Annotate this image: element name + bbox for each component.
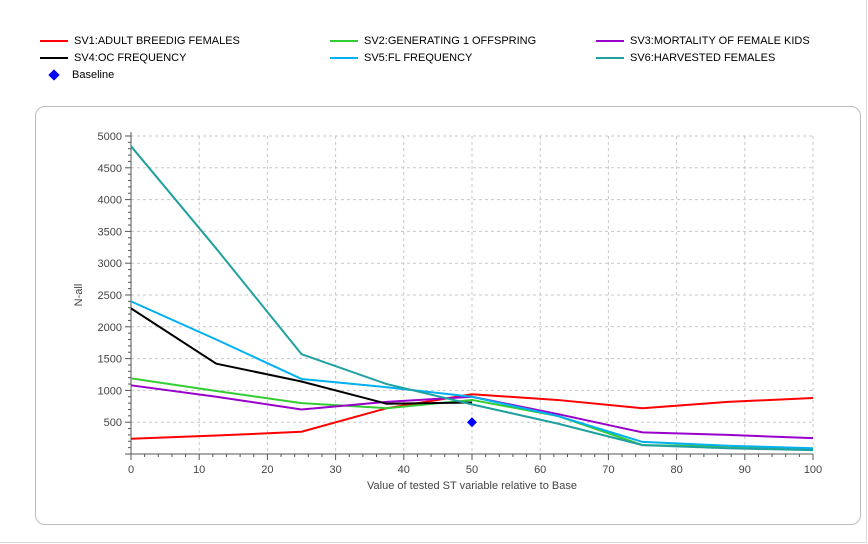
- x-tick-label: 100: [804, 464, 822, 476]
- legend-swatch-sv1: [40, 40, 68, 42]
- y-tick-label: 4000: [98, 195, 122, 207]
- legend-label-sv2: SV2:GENERATING 1 OFFSPRING: [364, 35, 537, 47]
- x-tick-label: 60: [534, 464, 546, 476]
- series-line-sv5: [130, 300, 814, 450]
- legend-swatch-sv2: [330, 40, 358, 42]
- legend-item-sv2: SV2:GENERATING 1 OFFSPRING: [330, 34, 536, 48]
- legend-swatch-sv4: [40, 57, 68, 59]
- legend-label-baseline: Baseline: [72, 69, 115, 81]
- series-line-sv6: [130, 145, 814, 452]
- baseline-diamond-icon: [48, 69, 60, 81]
- legend-item-sv3: SV3:MORTALITY OF FEMALE KIDS: [596, 34, 810, 48]
- x-tick-label: 30: [329, 464, 341, 476]
- chart-panel: 500 1000 1500 2000 2500 3000 3500 4000 4500 5000 0…: [35, 106, 861, 525]
- y-axis-title: N-all: [73, 284, 85, 307]
- y-tick-label: 5000: [98, 131, 122, 143]
- legend-label-sv4: SV4:OC FREQUENCY: [74, 52, 187, 64]
- baseline-point: [467, 417, 477, 428]
- x-tick-label: 70: [602, 464, 614, 476]
- chart-legend: SV1:ADULT BREEDIG FEMALES SV2:GENERATING…: [40, 34, 860, 90]
- y-tick-label: 2500: [98, 290, 122, 302]
- y-tick-label: 500: [104, 417, 122, 429]
- legend-swatch-sv3: [596, 40, 624, 42]
- x-tick-label: 80: [670, 464, 682, 476]
- legend-item-sv4: SV4:OC FREQUENCY: [40, 51, 186, 65]
- series-line-sv2: [130, 377, 814, 450]
- y-tick-label: 3500: [98, 226, 122, 238]
- x-tick-label: 20: [261, 464, 273, 476]
- legend-item-sv1: SV1:ADULT BREEDIG FEMALES: [40, 34, 240, 48]
- y-tick-label: 1000: [98, 385, 122, 397]
- legend-item-baseline: Baseline: [40, 68, 114, 82]
- x-tick-label: 10: [193, 464, 205, 476]
- legend-label-sv3: SV3:MORTALITY OF FEMALE KIDS: [630, 35, 810, 47]
- chart-plot-area: 500 1000 1500 2000 2500 3000 3500 4000 4500 5000 0…: [73, 131, 822, 492]
- series-line-sv1: [130, 393, 814, 440]
- series-line-sv4: [130, 307, 473, 405]
- y-tick-label: 3000: [98, 258, 122, 270]
- y-tick-label: 1500: [98, 354, 122, 366]
- legend-label-sv6: SV6:HARVESTED FEMALES: [630, 52, 776, 64]
- legend-item-sv6: SV6:HARVESTED FEMALES: [596, 51, 775, 65]
- x-tick-label: 0: [128, 464, 134, 476]
- legend-item-sv5: SV5:FL FREQUENCY: [330, 51, 472, 65]
- x-axis-title: Value of tested ST variable relative to …: [367, 480, 577, 492]
- y-tick-label: 4500: [98, 163, 122, 175]
- y-tick-label: 2000: [98, 322, 122, 334]
- legend-swatch-sv5: [330, 57, 358, 59]
- legend-label-sv5: SV5:FL FREQUENCY: [364, 52, 473, 64]
- x-tick-label: 40: [398, 464, 410, 476]
- x-tick-label: 90: [739, 464, 751, 476]
- legend-swatch-sv6: [596, 57, 624, 59]
- x-tick-label: 50: [466, 464, 478, 476]
- legend-label-sv1: SV1:ADULT BREEDIG FEMALES: [74, 35, 240, 47]
